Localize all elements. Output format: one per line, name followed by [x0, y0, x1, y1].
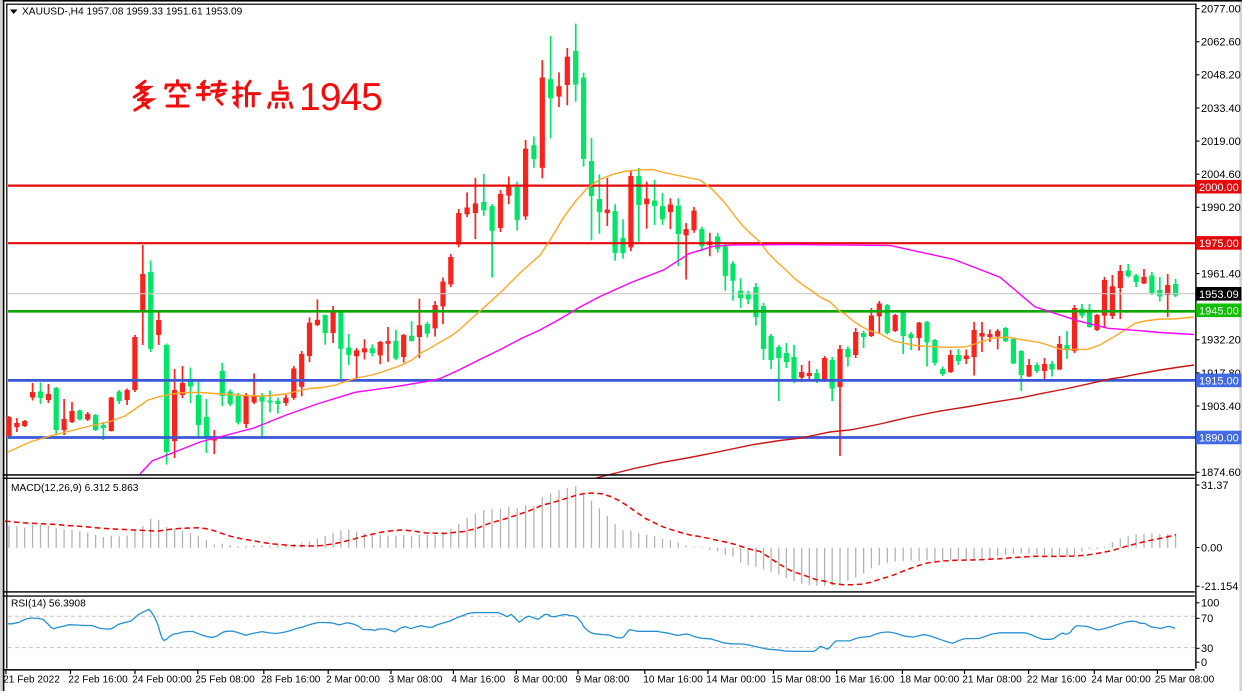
svg-text:24 Feb 00:00: 24 Feb 00:00	[132, 675, 192, 686]
svg-text:25 Feb 08:00: 25 Feb 08:00	[195, 675, 255, 686]
svg-text:31.37: 31.37	[1201, 480, 1229, 492]
svg-text:4 Mar 16:00: 4 Mar 16:00	[451, 675, 505, 686]
svg-text:30: 30	[1201, 643, 1213, 655]
svg-text:1915.00: 1915.00	[1199, 376, 1239, 388]
svg-text:28 Feb 16:00: 28 Feb 16:00	[261, 675, 321, 686]
svg-text:1874.60: 1874.60	[1201, 467, 1241, 479]
svg-text:14 Mar 00:00: 14 Mar 00:00	[706, 675, 766, 686]
svg-text:RSI(14) 56.3908: RSI(14) 56.3908	[11, 599, 86, 610]
svg-text:1932.20: 1932.20	[1201, 335, 1241, 347]
svg-text:1945.00: 1945.00	[1199, 306, 1239, 318]
svg-text:1975.00: 1975.00	[1199, 238, 1239, 250]
svg-text:70: 70	[1201, 613, 1213, 625]
svg-text:1890.00: 1890.00	[1199, 433, 1239, 445]
svg-text:10 Mar 16:00: 10 Mar 16:00	[643, 675, 703, 686]
svg-text:9 Mar 08:00: 9 Mar 08:00	[575, 675, 629, 686]
svg-text:22 Mar 16:00: 22 Mar 16:00	[1027, 675, 1087, 686]
svg-text:16 Mar 16:00: 16 Mar 16:00	[835, 675, 895, 686]
svg-text:2077.00: 2077.00	[1201, 4, 1241, 16]
svg-text:1961.40: 1961.40	[1201, 269, 1241, 281]
svg-text:1945: 1945	[299, 76, 382, 119]
svg-text:21 Feb 2022: 21 Feb 2022	[3, 675, 60, 686]
svg-text:2000.00: 2000.00	[1199, 182, 1239, 194]
svg-text:15 Mar 08:00: 15 Mar 08:00	[771, 675, 831, 686]
svg-text:1903.40: 1903.40	[1201, 401, 1241, 413]
svg-text:2004.60: 2004.60	[1201, 169, 1241, 181]
svg-text:MACD(12,26,9) 6.312 5.863: MACD(12,26,9) 6.312 5.863	[11, 483, 139, 494]
svg-text:2033.40: 2033.40	[1201, 103, 1241, 115]
svg-text:1990.20: 1990.20	[1201, 202, 1241, 214]
svg-text:25 Mar 08:00: 25 Mar 08:00	[1155, 675, 1215, 686]
svg-text:XAUUSD-,H4 1957.08 1959.33 19: XAUUSD-,H4 1957.08 1959.33 1951.61 1953.…	[22, 7, 243, 18]
svg-text:18 Mar 00:00: 18 Mar 00:00	[900, 675, 960, 686]
svg-text:100: 100	[1201, 598, 1219, 610]
svg-text:0.00: 0.00	[1201, 542, 1222, 554]
svg-text:2019.00: 2019.00	[1201, 136, 1241, 148]
svg-text:2048.20: 2048.20	[1201, 70, 1241, 82]
svg-text:24 Mar 00:00: 24 Mar 00:00	[1091, 675, 1151, 686]
svg-text:2 Mar 00:00: 2 Mar 00:00	[326, 675, 380, 686]
svg-text:8 Mar 00:00: 8 Mar 00:00	[514, 675, 568, 686]
svg-text:21 Mar 08:00: 21 Mar 08:00	[962, 675, 1022, 686]
svg-text:2062.60: 2062.60	[1201, 37, 1241, 49]
svg-text:3 Mar 08:00: 3 Mar 08:00	[388, 675, 442, 686]
svg-text:-21.154: -21.154	[1201, 581, 1238, 593]
svg-text:1953.09: 1953.09	[1199, 289, 1239, 301]
svg-text:22 Feb 16:00: 22 Feb 16:00	[68, 675, 128, 686]
svg-text:0: 0	[1201, 657, 1207, 669]
